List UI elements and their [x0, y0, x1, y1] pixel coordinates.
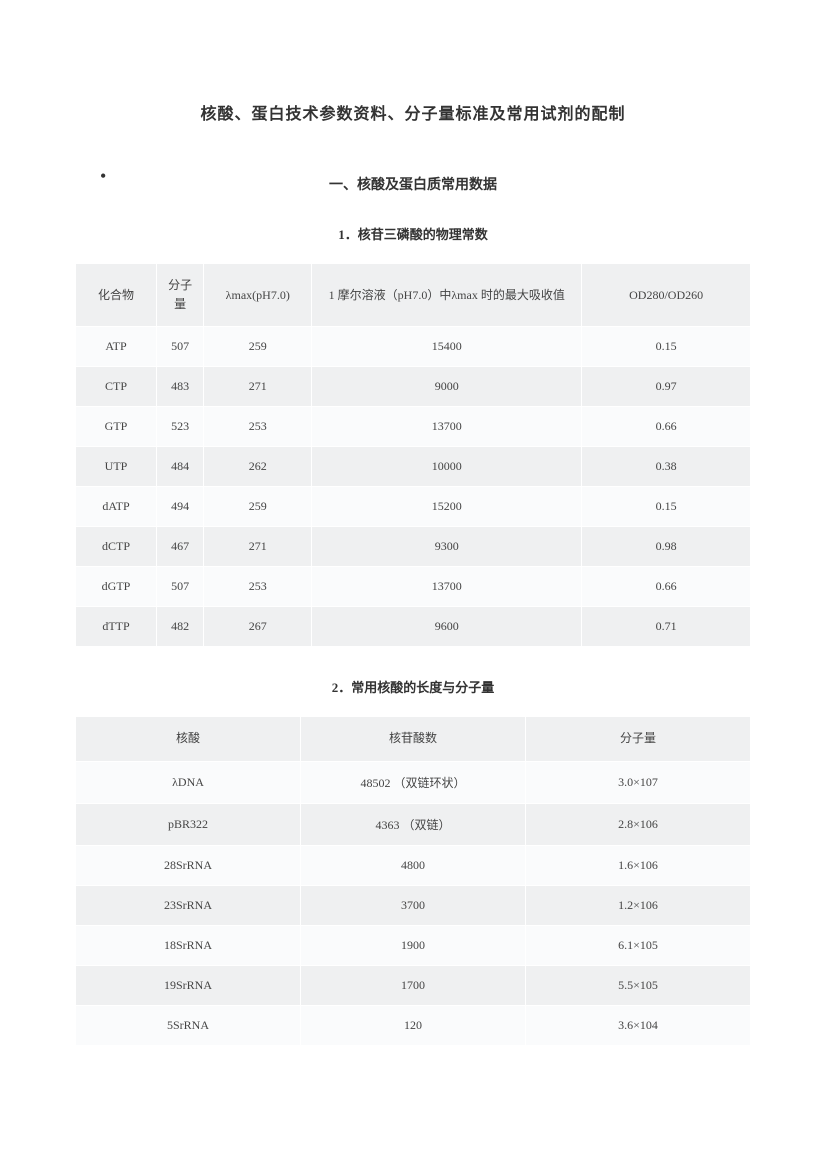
table-cell: 483: [157, 367, 204, 407]
table-cell: 0.66: [582, 567, 751, 607]
main-title: 核酸、蛋白技术参数资料、分子量标准及常用试剂的配制: [75, 100, 751, 124]
table-cell: λDNA: [76, 761, 301, 803]
table-row: dCTP46727193000.98: [76, 527, 751, 567]
table-cell: 0.97: [582, 367, 751, 407]
col-header: 1 摩尔溶液（pH7.0）中λmax 时的最大吸收值: [312, 264, 582, 327]
table-cell: 15200: [312, 487, 582, 527]
table-cell: 120: [301, 1005, 526, 1045]
table-cell: 259: [204, 487, 312, 527]
table2-title: 2．常用核酸的长度与分子量: [75, 677, 751, 696]
table-cell: ATP: [76, 327, 157, 367]
table-cell: 523: [157, 407, 204, 447]
table-cell: 1.2×106: [526, 885, 751, 925]
table-cell: GTP: [76, 407, 157, 447]
table-cell: 3700: [301, 885, 526, 925]
table-cell: 0.15: [582, 487, 751, 527]
table-row: ATP507259154000.15: [76, 327, 751, 367]
col-header: 分子量: [157, 264, 204, 327]
table-cell: 271: [204, 527, 312, 567]
table-row: 19SrRNA17005.5×105: [76, 965, 751, 1005]
table-cell: 23SrRNA: [76, 885, 301, 925]
table-cell: 19SrRNA: [76, 965, 301, 1005]
table-cell: CTP: [76, 367, 157, 407]
col-header: 核苷酸数: [301, 717, 526, 761]
table-cell: 15400: [312, 327, 582, 367]
table-cell: 267: [204, 607, 312, 647]
table-cell: 9600: [312, 607, 582, 647]
table-cell: 1.6×106: [526, 845, 751, 885]
col-header: 核酸: [76, 717, 301, 761]
table-cell: dGTP: [76, 567, 157, 607]
table-cell: 484: [157, 447, 204, 487]
table-cell: 1700: [301, 965, 526, 1005]
table-cell: dTTP: [76, 607, 157, 647]
table-cell: 18SrRNA: [76, 925, 301, 965]
table2-body: λDNA48502 （双链环状）3.0×107pBR3224363 （双链）2.…: [76, 761, 751, 1045]
col-header: λmax(pH7.0): [204, 264, 312, 327]
table-cell: 507: [157, 327, 204, 367]
table-cell: 28SrRNA: [76, 845, 301, 885]
table-cell: 13700: [312, 407, 582, 447]
table-cell: 9300: [312, 527, 582, 567]
table-cell: 253: [204, 567, 312, 607]
table-cell: 1900: [301, 925, 526, 965]
table-cell: 4800: [301, 845, 526, 885]
table-cell: pBR322: [76, 803, 301, 845]
table-cell: 3.6×104: [526, 1005, 751, 1045]
table-cell: 259: [204, 327, 312, 367]
table-cell: 271: [204, 367, 312, 407]
table-row: 23SrRNA37001.2×106: [76, 885, 751, 925]
col-header: 化合物: [76, 264, 157, 327]
table-cell: 0.71: [582, 607, 751, 647]
table1-title: 1．核苷三磷酸的物理常数: [75, 224, 751, 243]
table-cell: dCTP: [76, 527, 157, 567]
table-cell: 494: [157, 487, 204, 527]
table-cell: 0.98: [582, 527, 751, 567]
table-cell: UTP: [76, 447, 157, 487]
table-nucleic-acid-length: 核酸 核苷酸数 分子量 λDNA48502 （双链环状）3.0×107pBR32…: [75, 716, 751, 1045]
table-cell: 0.15: [582, 327, 751, 367]
table-cell: 507: [157, 567, 204, 607]
table-row: UTP484262100000.38: [76, 447, 751, 487]
table-cell: 262: [204, 447, 312, 487]
table-cell: 10000: [312, 447, 582, 487]
table-row: GTP523253137000.66: [76, 407, 751, 447]
section-title: 一、核酸及蛋白质常用数据: [75, 174, 751, 194]
table-row: dTTP48226796000.71: [76, 607, 751, 647]
col-header: OD280/OD260: [582, 264, 751, 327]
table-cell: dATP: [76, 487, 157, 527]
table-row: 5SrRNA1203.6×104: [76, 1005, 751, 1045]
table-cell: 5.5×105: [526, 965, 751, 1005]
table-cell: 253: [204, 407, 312, 447]
table-row: dGTP507253137000.66: [76, 567, 751, 607]
table-cell: 0.66: [582, 407, 751, 447]
table-row: 18SrRNA19006.1×105: [76, 925, 751, 965]
table-cell: 48502 （双链环状）: [301, 761, 526, 803]
table-header-row: 核酸 核苷酸数 分子量: [76, 717, 751, 761]
table-nucleotide-constants: 化合物 分子量 λmax(pH7.0) 1 摩尔溶液（pH7.0）中λmax 时…: [75, 263, 751, 647]
bullet-point: •: [100, 166, 106, 187]
table-row: CTP48327190000.97: [76, 367, 751, 407]
table-cell: 5SrRNA: [76, 1005, 301, 1045]
table-row: λDNA48502 （双链环状）3.0×107: [76, 761, 751, 803]
col-header: 分子量: [526, 717, 751, 761]
table-header-row: 化合物 分子量 λmax(pH7.0) 1 摩尔溶液（pH7.0）中λmax 时…: [76, 264, 751, 327]
table-cell: 0.38: [582, 447, 751, 487]
table-cell: 13700: [312, 567, 582, 607]
table-cell: 4363 （双链）: [301, 803, 526, 845]
table-cell: 6.1×105: [526, 925, 751, 965]
table-cell: 467: [157, 527, 204, 567]
table-cell: 9000: [312, 367, 582, 407]
table-row: 28SrRNA48001.6×106: [76, 845, 751, 885]
table-row: pBR3224363 （双链）2.8×106: [76, 803, 751, 845]
table1-body: ATP507259154000.15CTP48327190000.97GTP52…: [76, 327, 751, 647]
table-row: dATP494259152000.15: [76, 487, 751, 527]
table-cell: 482: [157, 607, 204, 647]
table-cell: 2.8×106: [526, 803, 751, 845]
table-cell: 3.0×107: [526, 761, 751, 803]
